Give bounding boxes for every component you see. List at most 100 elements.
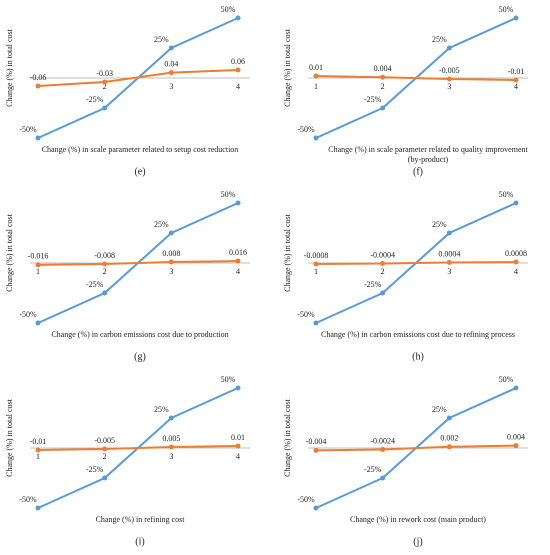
data-point xyxy=(102,105,108,111)
data-label: 50% xyxy=(499,375,514,384)
data-point xyxy=(380,290,386,296)
x-axis-label-line: Change (%) in scale parameter related to… xyxy=(328,145,528,154)
y-axis-label: Change (%) in total cost xyxy=(283,213,292,292)
data-point xyxy=(380,260,386,266)
x-tick-label: 4 xyxy=(514,267,518,276)
data-label: 0.01 xyxy=(309,63,323,72)
data-label: -25% xyxy=(364,465,382,474)
data-point xyxy=(513,385,519,391)
data-point xyxy=(313,447,319,453)
data-point xyxy=(513,443,519,449)
data-point xyxy=(513,259,519,265)
data-label: 50% xyxy=(499,5,514,14)
data-label: -50% xyxy=(19,495,37,504)
data-label: 25% xyxy=(432,220,447,229)
y-axis-label: Change (%) in total cost xyxy=(5,213,14,292)
x-axis-label: Change (%) in rework cost (main product) xyxy=(350,515,486,524)
panel: 1 2 3 4 Change (%) in total cost -50% -25% 25% 5… xyxy=(5,375,250,547)
x-axis-label: Change (%) in scale parameter related to… xyxy=(328,145,528,164)
data-point xyxy=(35,447,41,453)
data-point xyxy=(313,261,319,267)
data-point xyxy=(35,262,41,268)
data-label: 0.0004 xyxy=(438,249,460,258)
x-axis-label-line: (by-product) xyxy=(408,155,449,164)
data-label: 25% xyxy=(432,405,447,414)
data-point xyxy=(235,385,241,391)
data-point xyxy=(446,444,452,450)
data-label: -0.016 xyxy=(28,252,49,261)
data-label: -0.01 xyxy=(30,437,47,446)
data-label: -0.01 xyxy=(508,67,525,76)
series-line xyxy=(37,69,239,87)
data-label: -0.004 xyxy=(306,437,327,446)
data-point xyxy=(380,105,386,111)
data-point xyxy=(235,67,241,73)
data-point xyxy=(235,443,241,449)
data-label: 50% xyxy=(221,190,236,199)
data-point xyxy=(513,77,519,83)
data-label: -0.0008 xyxy=(304,251,329,260)
x-tick-label: 4 xyxy=(514,82,518,91)
data-label: 50% xyxy=(221,375,236,384)
data-point xyxy=(168,415,174,421)
data-point xyxy=(513,200,519,206)
x-axis-label: Change (%) in carbon emissions cost due … xyxy=(51,330,228,339)
x-tick-label: 4 xyxy=(236,452,240,461)
data-point xyxy=(380,446,386,452)
series-line xyxy=(315,261,517,265)
data-point xyxy=(102,475,108,481)
panel: 1 2 3 4 Change (%) in total cost -50% -25% 25% 5… xyxy=(5,190,250,362)
data-label: 0.016 xyxy=(229,248,247,257)
data-point xyxy=(313,320,319,326)
panel-label: (f) xyxy=(413,166,423,177)
data-point xyxy=(446,45,452,51)
data-label: 0.0008 xyxy=(505,249,527,258)
data-point xyxy=(102,79,108,85)
data-label: -50% xyxy=(297,125,315,134)
data-label: -25% xyxy=(86,465,104,474)
data-point xyxy=(168,70,174,76)
data-label: 0.04 xyxy=(164,59,178,68)
x-tick-label: 2 xyxy=(103,82,107,91)
data-label: -0.0024 xyxy=(370,436,395,445)
data-label: 0.002 xyxy=(440,434,458,443)
x-axis-label: Change (%) in scale parameter related to… xyxy=(42,145,239,154)
data-label: -0.0004 xyxy=(370,250,395,259)
y-axis-label: Change (%) in total cost xyxy=(5,398,14,477)
data-point xyxy=(168,444,174,450)
data-point xyxy=(446,415,452,421)
data-label: -0.005 xyxy=(94,436,115,445)
data-point xyxy=(235,15,241,21)
data-label: -50% xyxy=(19,310,37,319)
data-label: 0.004 xyxy=(507,432,525,441)
data-label: 0.008 xyxy=(162,249,180,258)
data-label: 0.01 xyxy=(231,433,245,442)
data-label: 0.06 xyxy=(231,57,245,66)
data-label: 50% xyxy=(221,5,236,14)
data-label: 25% xyxy=(154,220,169,229)
x-axis-label: Change (%) in carbon emissions cost due … xyxy=(321,330,515,339)
x-tick-label: 1 xyxy=(36,267,40,276)
panel: 1 2 3 4 Change (%) in total cost -50% -25% 25% 5… xyxy=(283,190,528,362)
panel: 2 3 4 Change (%) in total cost -50% -25% 25% 50… xyxy=(5,5,250,177)
data-point xyxy=(380,475,386,481)
x-tick-label: 3 xyxy=(169,267,173,276)
x-tick-label: 4 xyxy=(236,267,240,276)
data-point xyxy=(35,505,41,511)
x-tick-label: 2 xyxy=(103,452,107,461)
panel-label: (e) xyxy=(134,166,145,177)
data-point xyxy=(235,200,241,206)
data-label: 50% xyxy=(499,190,514,199)
x-tick-label: 3 xyxy=(447,267,451,276)
x-tick-label: 1 xyxy=(314,267,318,276)
series-line xyxy=(315,444,517,452)
data-point xyxy=(513,15,519,21)
panel: 1 2 3 4 Change (%) in total cost -50% -25% 25% 5… xyxy=(283,5,529,177)
panel-label: (g) xyxy=(134,351,146,362)
data-point xyxy=(313,135,319,141)
x-tick-label: 2 xyxy=(381,267,385,276)
data-label: -50% xyxy=(19,125,37,134)
panel-label: (j) xyxy=(413,536,422,547)
x-tick-label: 1 xyxy=(36,452,40,461)
series-line xyxy=(315,75,517,81)
